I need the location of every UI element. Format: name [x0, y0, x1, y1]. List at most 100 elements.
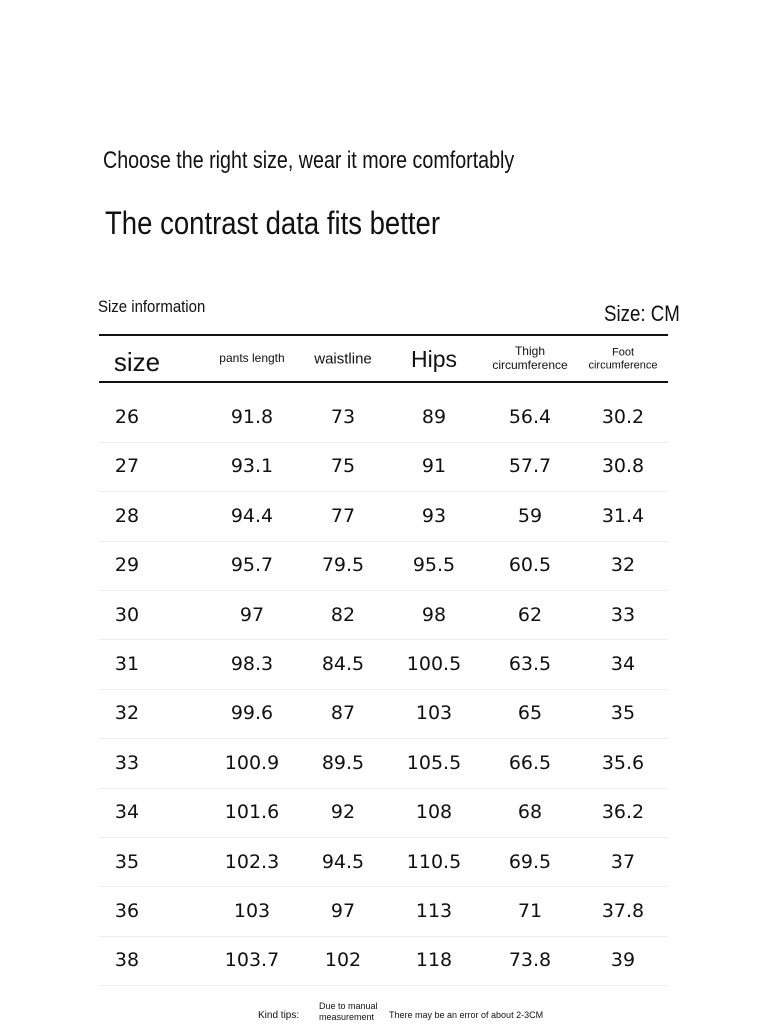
size-cell: 35 — [114, 850, 140, 873]
value-cell: 94.4 — [230, 504, 274, 527]
row-divider — [99, 738, 668, 740]
value-cell: 103 — [415, 702, 453, 725]
value-cell: 36.2 — [601, 801, 645, 824]
value-cell: 108 — [415, 801, 453, 824]
value-cell: 37 — [610, 850, 636, 873]
value-cell: 62 — [517, 603, 543, 626]
value-cell: 99.6 — [230, 702, 274, 725]
row-divider — [99, 688, 668, 690]
value-cell: 31.4 — [601, 504, 645, 527]
value-cell: 56.4 — [508, 406, 552, 428]
note-line: measurement — [319, 1012, 375, 1023]
value-cell: 89 — [421, 406, 447, 428]
column-header: waistline — [314, 350, 372, 367]
value-cell: 118 — [415, 949, 453, 972]
header-line: Thigh — [514, 344, 546, 359]
row-divider — [99, 639, 668, 641]
value-cell: 113 — [415, 900, 453, 922]
row-divider — [99, 935, 668, 937]
value-cell: 103.7 — [224, 949, 280, 972]
value-cell: 98.3 — [230, 653, 274, 675]
value-cell: 93 — [421, 504, 447, 527]
value-cell: 84.5 — [321, 653, 365, 675]
value-cell: 68 — [517, 801, 543, 824]
row-divider — [99, 836, 668, 838]
size-cell: 33 — [114, 751, 140, 774]
value-cell: 97 — [239, 603, 265, 626]
value-cell: 100.9 — [224, 751, 280, 774]
size-cell: 28 — [114, 504, 140, 527]
value-cell: 69.5 — [508, 850, 552, 873]
size-cell: 27 — [114, 455, 140, 478]
value-cell: 77 — [330, 504, 356, 527]
value-cell: 95.5 — [412, 554, 456, 577]
value-cell: 35 — [610, 702, 636, 725]
header-line: size — [113, 347, 161, 378]
value-cell: 102.3 — [224, 850, 280, 873]
unit: Size: CM — [604, 301, 680, 326]
row-divider — [99, 589, 668, 591]
size-cell: 32 — [114, 702, 140, 725]
header-line: waistline — [314, 350, 372, 368]
value-cell: 57.7 — [508, 455, 552, 478]
tips-label: Kind tips: — [258, 1010, 300, 1021]
row-divider — [99, 886, 668, 888]
column-header: Thigh circumference — [492, 344, 568, 373]
value-cell: 75 — [330, 455, 356, 478]
value-cell: 91 — [421, 455, 447, 478]
value-cell: 95.7 — [230, 554, 274, 577]
value-cell: 65 — [517, 702, 543, 725]
value-cell: 30.2 — [601, 406, 645, 428]
tips-note: Due to manual measurement — [319, 1001, 378, 1024]
value-cell: 39 — [610, 949, 636, 972]
value-cell: 91.8 — [230, 406, 274, 428]
size-cell: 38 — [114, 949, 140, 972]
size-cell: 29 — [114, 554, 140, 577]
column-header: Hips — [411, 346, 457, 372]
row-divider — [99, 441, 668, 443]
value-cell: 63.5 — [508, 653, 552, 675]
value-cell: 32 — [610, 554, 636, 577]
size-cell: 31 — [114, 653, 140, 675]
header-rule — [99, 381, 668, 383]
value-cell: 93.1 — [230, 455, 274, 478]
value-cell: 33 — [610, 603, 636, 626]
value-cell: 30.8 — [601, 455, 645, 478]
header-line: circumference — [492, 358, 568, 372]
column-header: Foot circumference — [588, 346, 657, 371]
column-header: size — [113, 347, 161, 378]
tips-text: There may be an error of about 2-3CM — [389, 1010, 544, 1020]
value-cell: 71 — [517, 900, 543, 922]
subtitle: Choose the right size, wear it more comf… — [103, 147, 515, 174]
value-cell: 105.5 — [406, 751, 462, 774]
value-cell: 102 — [324, 949, 362, 972]
column-header: pants length — [219, 351, 284, 366]
value-cell: 59 — [517, 504, 543, 527]
value-cell: 82 — [330, 603, 356, 626]
value-cell: 110.5 — [406, 850, 462, 873]
value-cell: 103 — [233, 900, 271, 922]
size-cell: 36 — [114, 900, 140, 922]
value-cell: 101.6 — [224, 801, 280, 824]
row-divider — [99, 540, 668, 542]
value-cell: 97 — [330, 900, 356, 922]
value-cell: 92 — [330, 801, 356, 824]
value-cell: 35.6 — [601, 751, 645, 774]
value-cell: 37.8 — [601, 900, 645, 922]
size-cell: 26 — [114, 406, 140, 428]
row-divider — [99, 787, 668, 789]
value-cell: 94.5 — [321, 850, 365, 873]
note-line: Due to manual — [319, 1001, 378, 1011]
value-cell: 60.5 — [508, 554, 552, 577]
value-cell: 100.5 — [406, 653, 462, 675]
table-caption: Size information — [98, 297, 206, 316]
value-cell: 66.5 — [508, 751, 552, 774]
header-line: Foot — [611, 346, 635, 359]
header-line: Hips — [410, 345, 458, 372]
value-cell: 98 — [421, 603, 447, 626]
value-cell: 89.5 — [321, 751, 365, 774]
value-cell: 34 — [610, 653, 636, 675]
row-divider — [99, 985, 668, 987]
